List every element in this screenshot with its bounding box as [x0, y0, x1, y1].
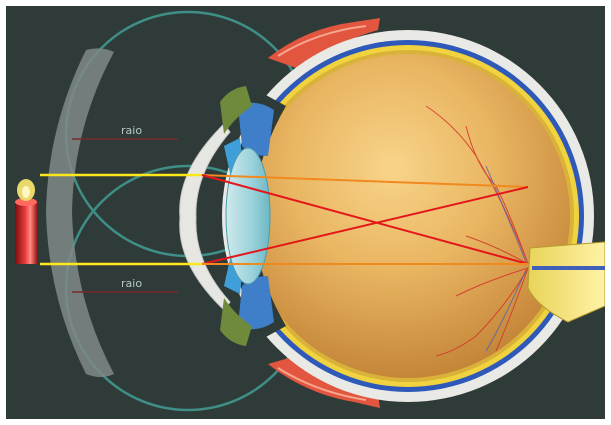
- eye-muscle-bottom-highlight: [277, 367, 367, 401]
- light-rays: [40, 173, 529, 266]
- eye-muscle-top: [268, 18, 380, 68]
- ray-top-to-focus-bottom: [201, 174, 529, 265]
- eye-muscle-bottom: [268, 356, 380, 408]
- conjunctiva-top: [220, 86, 252, 134]
- eye-muscle-top-highlight: [277, 25, 367, 57]
- radius-label-top: raio: [121, 124, 142, 137]
- candle-flame-core: [22, 186, 30, 198]
- ciliary-body-top: [238, 102, 274, 156]
- candle-top: [15, 198, 37, 206]
- lens-curvature-crescent: [46, 48, 114, 378]
- eye-optics-illustration: raio raio: [6, 6, 605, 419]
- radius-label-bottom: raio: [121, 277, 142, 290]
- eye-diagram: raio raio: [6, 6, 605, 419]
- ray-top-to-focus-top: [201, 174, 529, 188]
- retinal-veins: [485, 165, 527, 352]
- ciliary-body-bottom: [238, 276, 274, 330]
- optic-nerve: [527, 241, 605, 323]
- candle-body: [15, 202, 37, 264]
- ray-bottom-to-focus-top: [201, 186, 529, 265]
- conjunctiva-bottom: [220, 298, 252, 346]
